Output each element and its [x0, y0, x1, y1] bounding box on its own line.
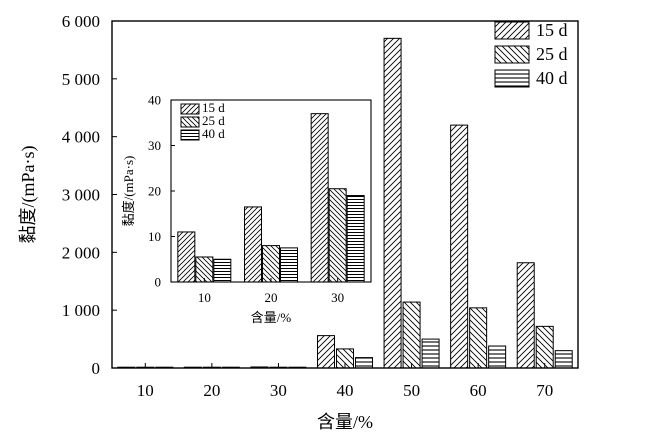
y-axis-label: 黏度/(mPa·s) [18, 146, 39, 244]
bar [250, 366, 269, 369]
inset-legend-label: 40 d [202, 126, 225, 141]
y-tick-label: 1 000 [62, 301, 100, 320]
inset-bar [213, 258, 232, 283]
inset-y-tick-label: 40 [148, 93, 161, 108]
legend-label: 40 d [536, 68, 568, 88]
bar [355, 357, 373, 369]
bar [288, 366, 307, 369]
legend-swatch [494, 21, 530, 40]
inset-y-tick-label: 0 [155, 275, 162, 290]
inset-bar [244, 206, 262, 283]
bar [402, 301, 421, 369]
bar [535, 325, 554, 369]
inset-y-tick-label: 30 [148, 138, 161, 153]
y-tick-label: 2 000 [62, 243, 100, 262]
bar [136, 366, 155, 369]
bar [155, 366, 174, 369]
inset-legend-label: 15 d [202, 100, 225, 115]
x-tick-label: 40 [337, 381, 354, 400]
inset-x-tick-label: 10 [198, 290, 211, 305]
x-tick-label: 30 [270, 381, 287, 400]
bar [421, 338, 440, 369]
bar [269, 366, 288, 369]
bar [336, 348, 354, 369]
inset-legend-swatch [180, 116, 200, 128]
inset-x-tick-label: 30 [331, 290, 344, 305]
legend-swatch [494, 45, 530, 64]
inset-bar [280, 247, 298, 283]
bar [554, 350, 573, 369]
y-tick-label: 3 000 [62, 185, 100, 204]
bar [450, 124, 469, 369]
x-axis-label: 含量/% [317, 412, 373, 432]
inset-bar [310, 113, 329, 283]
x-tick-label: 60 [470, 381, 487, 400]
bar [117, 366, 136, 369]
y-tick-label: 4 000 [62, 128, 100, 147]
inset-x-tick-label: 20 [265, 290, 278, 305]
bar [183, 366, 202, 369]
y-tick-label: 0 [92, 359, 101, 378]
bar [383, 37, 402, 369]
inset-y-axis-label: 黏度/(mPa·s) [121, 156, 136, 227]
inset-bar [177, 231, 196, 283]
x-tick-label: 10 [137, 381, 154, 400]
main-chart: 0 1 000 2 000 3 000 4 000 5 000 6 000 10 20 30 40 5… [18, 12, 579, 432]
inset-chart: 0 10 20 30 40 10 20 30 含量/% 黏度/(mPa·s) 15 d25 d40 … [121, 93, 372, 325]
inset-bar [346, 195, 365, 283]
y-tick-label: 6 000 [62, 12, 100, 31]
inset-bar [195, 256, 214, 283]
legend-swatch [494, 69, 530, 88]
bar [488, 345, 507, 369]
bar [516, 262, 535, 369]
x-tick-label: 50 [403, 381, 420, 400]
legend-label: 15 d [536, 20, 568, 40]
inset-y-tick-label: 10 [148, 229, 161, 244]
inset-bar [328, 188, 347, 283]
x-tick-label: 70 [536, 381, 553, 400]
inset-bar [262, 245, 280, 283]
bar [317, 335, 335, 369]
y-tick-label: 5 000 [62, 70, 100, 89]
x-tick-label: 20 [203, 381, 220, 400]
inset-y-tick-label: 20 [148, 184, 161, 199]
inset-legend-swatch [180, 103, 200, 115]
bar [221, 366, 240, 369]
inset-x-axis-label: 含量/% [251, 310, 292, 325]
inset-legend-label: 25 d [202, 113, 225, 128]
bar [202, 366, 221, 369]
legend-label: 25 d [536, 44, 568, 64]
inset-legend-swatch [180, 129, 200, 141]
bar [469, 307, 488, 369]
